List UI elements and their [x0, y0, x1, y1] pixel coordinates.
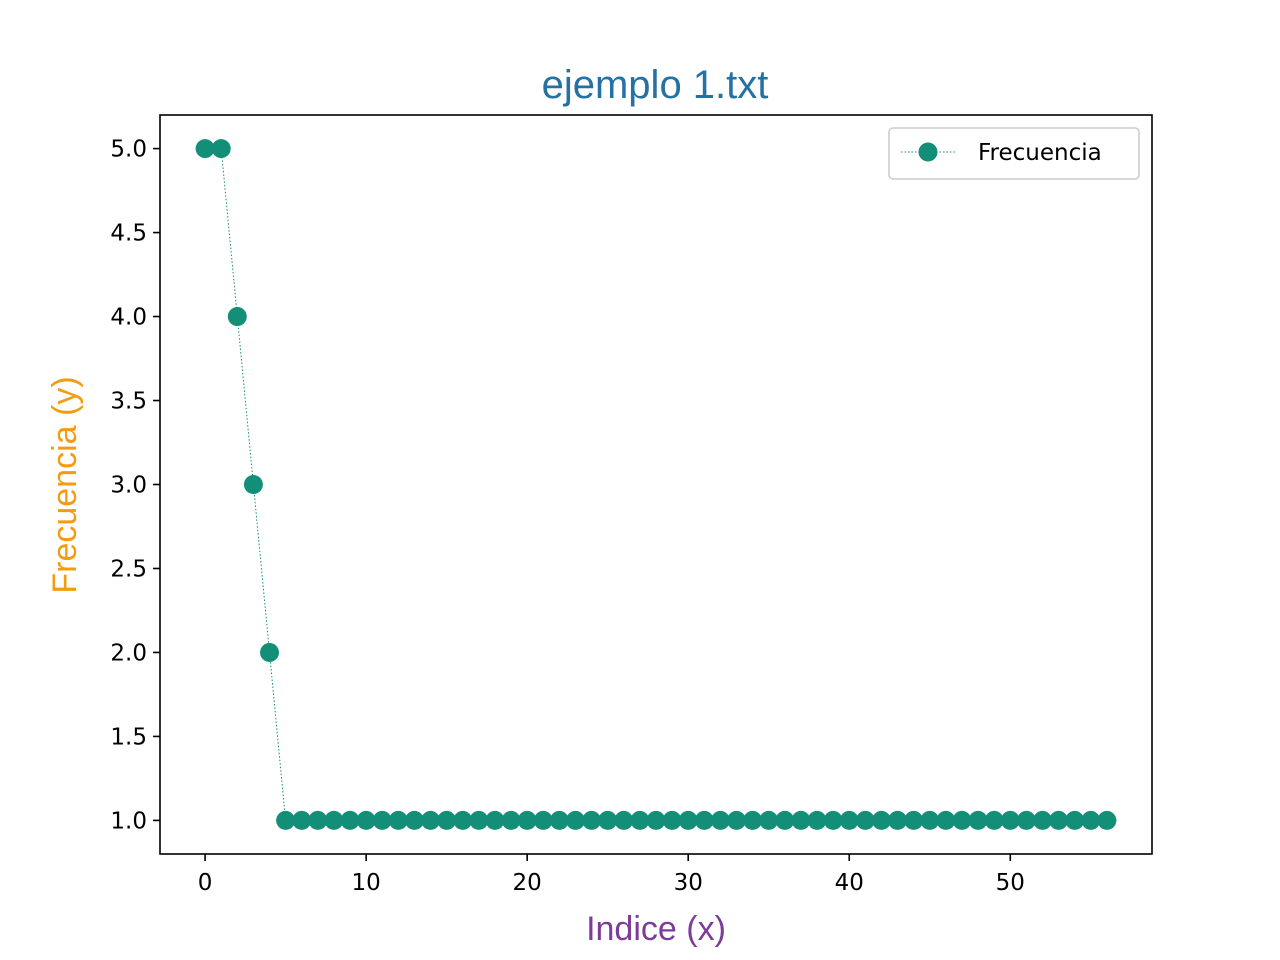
legend-frame — [888, 127, 1140, 180]
data-point — [936, 810, 956, 830]
data-point — [340, 810, 360, 830]
x-tick-label: 0 — [198, 870, 213, 896]
data-point — [823, 810, 843, 830]
data-point — [598, 810, 618, 830]
data-point — [694, 810, 714, 830]
plot-area — [195, 139, 1117, 830]
x-tick-label: 40 — [835, 870, 864, 896]
legend: Frecuencia — [888, 127, 1140, 180]
data-point — [1081, 810, 1101, 830]
data-point — [388, 810, 408, 830]
data-point — [952, 810, 972, 830]
data-point — [211, 139, 231, 159]
data-point — [292, 810, 312, 830]
data-point — [485, 810, 505, 830]
data-point — [727, 810, 747, 830]
data-point — [743, 810, 763, 830]
data-point — [855, 810, 875, 830]
y-tick-label: 5.0 — [110, 137, 147, 163]
y-axis-label: Frecuencia (y) — [46, 376, 84, 593]
chart-title: ejemplo 1.txt — [542, 63, 769, 107]
legend-marker — [918, 142, 938, 162]
data-point — [324, 810, 344, 830]
data-point — [372, 810, 392, 830]
data-point — [791, 810, 811, 830]
data-point — [308, 810, 328, 830]
data-point — [565, 810, 585, 830]
x-axis: 0 10 20 30 40 50 — [198, 854, 1025, 896]
data-point — [549, 810, 569, 830]
data-point — [807, 810, 827, 830]
legend-label: Frecuencia — [978, 140, 1102, 166]
data-point — [517, 810, 537, 830]
data-point — [646, 810, 666, 830]
x-tick-label: 30 — [674, 870, 703, 896]
data-point — [759, 810, 779, 830]
data-point — [984, 810, 1004, 830]
data-point — [404, 810, 424, 830]
y-axis: 1.0 1.5 2.0 2.5 3.0 3.5 4.0 4.5 5.0 — [110, 137, 160, 834]
x-tick-label: 50 — [996, 870, 1025, 896]
data-point — [968, 810, 988, 830]
plot-frame — [159, 114, 1153, 855]
y-tick-label: 1.0 — [110, 808, 147, 834]
data-point — [582, 810, 602, 830]
data-point — [775, 810, 795, 830]
data-point — [453, 810, 473, 830]
data-point — [1000, 810, 1020, 830]
data-point — [421, 810, 441, 830]
data-point — [1032, 810, 1052, 830]
data-point — [614, 810, 634, 830]
data-point — [1016, 810, 1036, 830]
y-tick-label: 3.0 — [110, 473, 147, 499]
data-point — [195, 139, 215, 159]
data-point — [678, 810, 698, 830]
y-tick-label: 2.0 — [110, 640, 147, 666]
data-point — [437, 810, 457, 830]
data-point — [871, 810, 891, 830]
data-point — [839, 810, 859, 830]
x-axis-label: Indice (x) — [586, 910, 726, 948]
data-point — [356, 810, 376, 830]
y-tick-label: 2.5 — [110, 556, 147, 582]
y-tick-label: 1.5 — [110, 724, 147, 750]
x-tick-label: 10 — [351, 870, 380, 896]
data-point — [501, 810, 521, 830]
data-point — [710, 810, 730, 830]
data-point — [276, 810, 296, 830]
data-point — [920, 810, 940, 830]
data-point — [630, 810, 650, 830]
data-point — [260, 642, 280, 662]
data-point — [888, 810, 908, 830]
series-line — [205, 148, 1107, 821]
data-point — [469, 810, 489, 830]
data-point — [533, 810, 553, 830]
data-point — [904, 810, 924, 830]
data-point — [243, 475, 263, 494]
data-point — [227, 307, 247, 327]
data-point — [662, 810, 682, 830]
y-tick-label: 4.0 — [110, 305, 147, 331]
data-point — [1065, 810, 1085, 830]
y-tick-label: 3.5 — [110, 389, 147, 415]
y-tick-label: 4.5 — [110, 221, 147, 247]
data-point — [1097, 810, 1117, 830]
data-point — [1049, 810, 1069, 830]
x-tick-label: 20 — [513, 870, 542, 896]
